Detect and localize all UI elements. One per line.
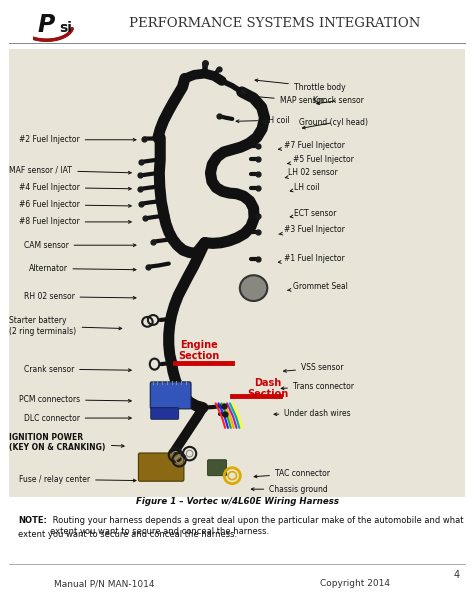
Text: #5 Fuel Injector: #5 Fuel Injector [287,155,354,165]
FancyBboxPatch shape [150,382,191,409]
Text: Manual P/N MAN-1014: Manual P/N MAN-1014 [54,579,155,588]
Text: #7 Fuel Injector: #7 Fuel Injector [279,142,345,150]
Text: RH coil: RH coil [236,116,290,124]
FancyBboxPatch shape [151,408,179,419]
Text: Ground (cyl head): Ground (cyl head) [299,118,368,129]
Text: CAM sensor: CAM sensor [24,241,136,249]
Text: Copyright 2014: Copyright 2014 [320,579,391,588]
Text: Fuse / relay center: Fuse / relay center [19,475,136,484]
FancyBboxPatch shape [9,49,465,497]
Text: NOTE:: NOTE: [18,516,47,525]
Text: Dash
Section: Dash Section [247,378,289,400]
Text: Figure 1 – Vortec w/4L60E Wiring Harness: Figure 1 – Vortec w/4L60E Wiring Harness [136,497,338,506]
Text: extent you want to secure and conceal the harness.: extent you want to secure and conceal th… [18,530,237,539]
Text: MAP sensor: MAP sensor [241,94,324,105]
Text: RH 02 sensor: RH 02 sensor [24,292,136,301]
Text: ECT sensor: ECT sensor [290,209,336,218]
Text: PCM connectors: PCM connectors [19,395,131,404]
Text: Starter battery
(2 ring terminals): Starter battery (2 ring terminals) [9,316,122,336]
Text: Trans connector: Trans connector [281,382,354,390]
Text: Alternator: Alternator [28,264,136,273]
FancyBboxPatch shape [138,453,184,481]
Text: Grommet Seal: Grommet Seal [287,283,348,291]
Text: P: P [38,13,55,37]
Ellipse shape [240,275,267,301]
Text: LH 02 sensor: LH 02 sensor [285,169,338,178]
Text: #3 Fuel Injector: #3 Fuel Injector [279,225,345,235]
Text: #2 Fuel Injector: #2 Fuel Injector [19,135,136,144]
Text: #6 Fuel Injector: #6 Fuel Injector [19,200,131,209]
Text: Throttle body: Throttle body [255,79,346,91]
Text: 4: 4 [454,570,460,580]
Text: DLC connector: DLC connector [24,414,131,422]
Text: VSS sensor: VSS sensor [283,364,344,372]
Text: Knock sensor: Knock sensor [313,96,364,105]
Text: LH coil: LH coil [290,183,319,192]
Text: MAF sensor / IAT: MAF sensor / IAT [9,166,131,175]
Text: #8 Fuel Injector: #8 Fuel Injector [19,218,131,226]
Text: si: si [60,21,73,35]
Text: #1 Fuel Injector: #1 Fuel Injector [278,254,345,264]
Text: Chassis ground: Chassis ground [251,485,328,493]
Text: PERFORMANCE SYSTEMS INTEGRATION: PERFORMANCE SYSTEMS INTEGRATION [129,17,420,30]
Text: Under dash wires: Under dash wires [274,409,351,417]
Text: Routing your harness depends a great deal upon the particular make of the automo: Routing your harness depends a great dea… [50,516,463,536]
Text: IGNITION POWER
(KEY ON & CRANKING): IGNITION POWER (KEY ON & CRANKING) [9,433,124,452]
Text: Crank sensor: Crank sensor [24,365,131,373]
FancyBboxPatch shape [208,460,227,476]
Text: TAC connector: TAC connector [254,469,330,478]
Text: #4 Fuel Injector: #4 Fuel Injector [19,183,131,192]
Text: Engine
Section: Engine Section [178,340,220,362]
